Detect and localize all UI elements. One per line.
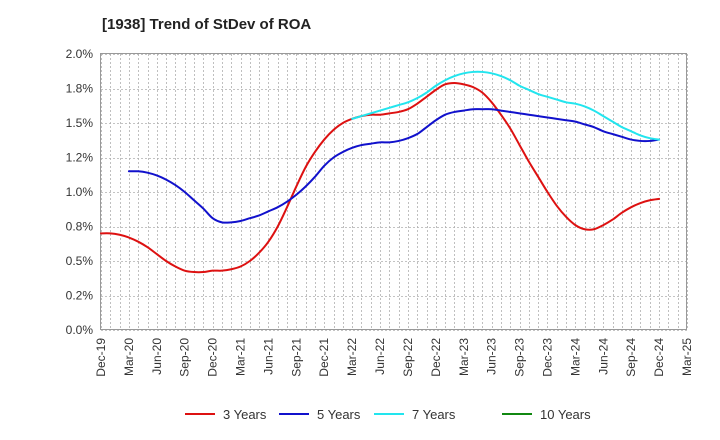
legend-label: 5 Years (317, 407, 361, 422)
x-tick-label: Mar-22 (345, 338, 359, 376)
series-line-5-years (127, 108, 661, 224)
x-tick-label: Mar-24 (568, 338, 582, 376)
x-tick-label: Jun-22 (373, 338, 387, 375)
series-lines (100, 70, 661, 274)
y-tick-label: 0.5% (66, 254, 94, 268)
y-tick-label: 1.2% (66, 151, 94, 165)
x-tick-label: Sep-23 (513, 338, 527, 377)
x-tick-label: Jun-20 (150, 338, 164, 375)
x-tick-label: Jun-23 (485, 338, 499, 375)
x-tick-label: Sep-22 (401, 338, 415, 377)
y-tick-label: 2.0% (66, 47, 94, 61)
x-axis-tick-labels: Dec-19 Mar-20 Jun-20 Sep-20 Dec-20 Mar-21 Jun-… (94, 338, 694, 377)
x-tick-label: Dec-23 (540, 338, 554, 377)
y-tick-label: 1.0% (66, 185, 94, 199)
x-tick-label: Dec-21 (317, 338, 331, 377)
x-tick-label: Dec-20 (206, 338, 220, 377)
plot-area-frame (100, 53, 687, 330)
x-tick-label: Mar-23 (457, 338, 471, 376)
x-tick-label: Mar-21 (234, 338, 248, 376)
x-tick-label: Jun-21 (261, 338, 275, 375)
legend-label: 3 Years (223, 407, 267, 422)
x-tick-label: Dec-19 (94, 338, 108, 377)
y-tick-label: 1.8% (66, 82, 94, 96)
y-tick-label: 1.5% (66, 116, 94, 130)
x-tick-label: Dec-24 (652, 338, 666, 377)
x-tick-label: Dec-22 (429, 338, 443, 377)
y-tick-label: 0.2% (66, 289, 94, 303)
y-axis-tick-labels: 0.0% 0.2% 0.5% 0.8% 1.0% 1.2% 1.5% 1.8% 2.0% (66, 47, 94, 337)
x-tick-label: Sep-20 (178, 338, 192, 377)
legend-label: 10 Years (540, 407, 591, 422)
x-tick-label: Jun-24 (596, 338, 610, 375)
y-tick-label: 0.8% (66, 220, 94, 234)
y-tick-label: 0.0% (66, 323, 94, 337)
chart-title: [1938] Trend of StDev of ROA (102, 16, 312, 33)
legend-label: 7 Years (412, 407, 456, 422)
grid-lines (101, 54, 688, 331)
x-tick-label: Mar-20 (122, 338, 136, 376)
x-tick-label: Sep-24 (624, 338, 638, 377)
x-tick-label: Mar-25 (680, 338, 694, 376)
legend: 3 Years 5 Years 7 Years 10 Years (185, 407, 591, 422)
series-line-7-years (351, 70, 661, 141)
x-tick-label: Sep-21 (289, 338, 303, 377)
series-line-3-years (100, 81, 661, 274)
